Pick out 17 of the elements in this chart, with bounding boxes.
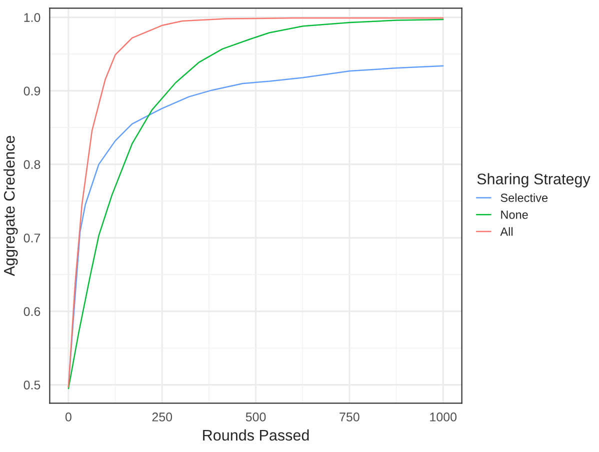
- x-tick-label: 250: [152, 412, 172, 422]
- y-tick-label: 0.9: [24, 86, 40, 96]
- y-tick-label: 0.6: [24, 307, 40, 316]
- legend-title: Sharing Strategy: [477, 173, 590, 188]
- y-tick-label: 0.5: [24, 380, 40, 390]
- x-tick-label: 500: [246, 412, 266, 422]
- y-tick-label: 1.0: [24, 13, 40, 22]
- legend-label: All: [500, 227, 513, 236]
- x-tick-label: 0: [65, 412, 72, 422]
- x-tick-label: 1000: [430, 412, 457, 422]
- y-tick-label: 0.8: [24, 160, 40, 169]
- legend-label: None: [501, 210, 528, 219]
- y-axis-title: Aggregate Credence: [4, 136, 18, 276]
- x-tick-label: 750: [340, 412, 360, 422]
- y-tick-label: 0.7: [24, 234, 40, 242]
- x-axis-title: Rounds Passed: [203, 429, 309, 441]
- legend-label: Selective: [500, 193, 548, 202]
